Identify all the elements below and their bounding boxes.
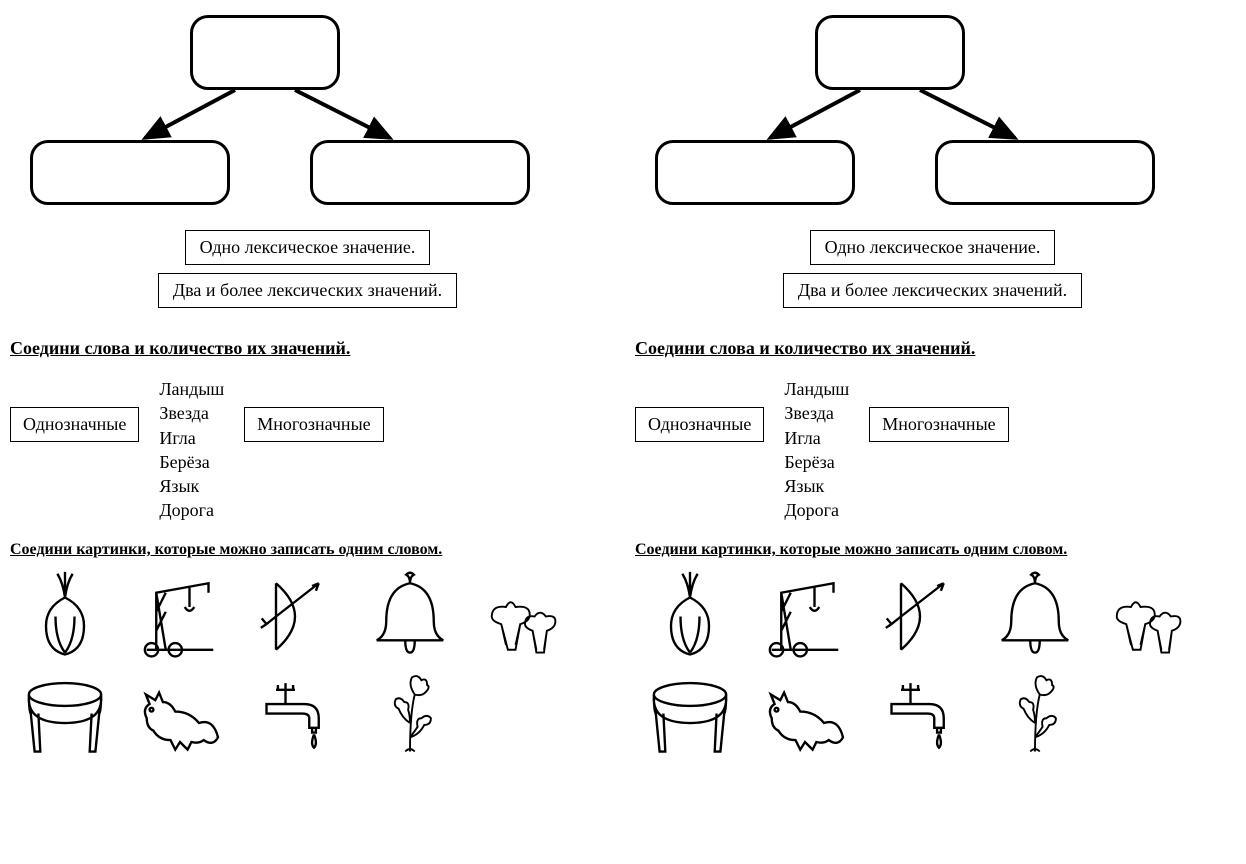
definition-single: Одно лексическое значение. xyxy=(185,230,431,265)
word-item[interactable]: Язык xyxy=(159,474,224,498)
pictures-row2 xyxy=(10,666,605,761)
table-round-icon[interactable] xyxy=(635,666,745,761)
bellflower-icon[interactable] xyxy=(355,666,465,761)
crane-machine-icon[interactable] xyxy=(125,569,235,664)
onion-icon[interactable] xyxy=(10,569,120,664)
word-item[interactable]: Ландыш xyxy=(784,377,849,401)
word-item[interactable]: Ландыш xyxy=(159,377,224,401)
category-multiple[interactable]: Многозначные xyxy=(869,407,1008,442)
definition-single: Одно лексическое значение. xyxy=(810,230,1056,265)
onion-icon[interactable] xyxy=(635,569,745,664)
tree-arrows xyxy=(10,10,605,205)
word-item[interactable]: Дорога xyxy=(784,498,849,522)
worksheet: Одно лексическое значение. Два и более л… xyxy=(10,10,1236,761)
tree-diagram xyxy=(635,10,1230,205)
tree-diagram xyxy=(10,10,605,205)
fox-icon[interactable] xyxy=(750,666,860,761)
word-item[interactable]: Игла xyxy=(159,426,224,450)
water-tap-icon[interactable] xyxy=(240,666,350,761)
definition-boxes: Одно лексическое значение. Два и более л… xyxy=(10,230,605,308)
task1-heading: Соедини слова и количество их значений. xyxy=(635,338,1230,359)
bell-icon[interactable] xyxy=(355,569,465,664)
task2-heading: Соедини картинки, которые можно записать… xyxy=(635,541,1230,559)
bellflower-icon[interactable] xyxy=(980,666,1090,761)
tree-arrows xyxy=(635,10,1230,205)
definition-boxes: Одно лексическое значение. Два и более л… xyxy=(635,230,1230,308)
definition-multiple: Два и более лексических значений. xyxy=(783,273,1082,308)
pictures-row1 xyxy=(10,569,605,664)
bow-arrow-icon[interactable] xyxy=(865,569,975,664)
word-item[interactable]: Дорога xyxy=(159,498,224,522)
word-item[interactable]: Звезда xyxy=(784,401,849,425)
table-round-icon[interactable] xyxy=(10,666,120,761)
fox-icon[interactable] xyxy=(125,666,235,761)
chanterelle-mushrooms-icon[interactable] xyxy=(470,569,580,664)
pictures-row1 xyxy=(635,569,1230,664)
task1-match-area[interactable]: Однозначные Ландыш Звезда Игла Берёза Яз… xyxy=(10,377,605,523)
word-list: Ландыш Звезда Игла Берёза Язык Дорога xyxy=(784,377,849,523)
water-tap-icon[interactable] xyxy=(865,666,975,761)
word-item[interactable]: Игла xyxy=(784,426,849,450)
crane-machine-icon[interactable] xyxy=(750,569,860,664)
bell-icon[interactable] xyxy=(980,569,1090,664)
word-item[interactable]: Берёза xyxy=(784,450,849,474)
bow-arrow-icon[interactable] xyxy=(240,569,350,664)
task2-heading: Соедини картинки, которые можно записать… xyxy=(10,541,605,559)
column-left: Одно лексическое значение. Два и более л… xyxy=(10,10,605,761)
category-multiple[interactable]: Многозначные xyxy=(244,407,383,442)
category-single[interactable]: Однозначные xyxy=(10,407,139,442)
word-item[interactable]: Звезда xyxy=(159,401,224,425)
column-right: Одно лексическое значение. Два и более л… xyxy=(635,10,1230,761)
word-list: Ландыш Звезда Игла Берёза Язык Дорога xyxy=(159,377,224,523)
task1-match-area[interactable]: Однозначные Ландыш Звезда Игла Берёза Яз… xyxy=(635,377,1230,523)
word-item[interactable]: Берёза xyxy=(159,450,224,474)
task1-heading: Соедини слова и количество их значений. xyxy=(10,338,605,359)
chanterelle-mushrooms-icon[interactable] xyxy=(1095,569,1205,664)
category-single[interactable]: Однозначные xyxy=(635,407,764,442)
pictures-row2 xyxy=(635,666,1230,761)
word-item[interactable]: Язык xyxy=(784,474,849,498)
definition-multiple: Два и более лексических значений. xyxy=(158,273,457,308)
